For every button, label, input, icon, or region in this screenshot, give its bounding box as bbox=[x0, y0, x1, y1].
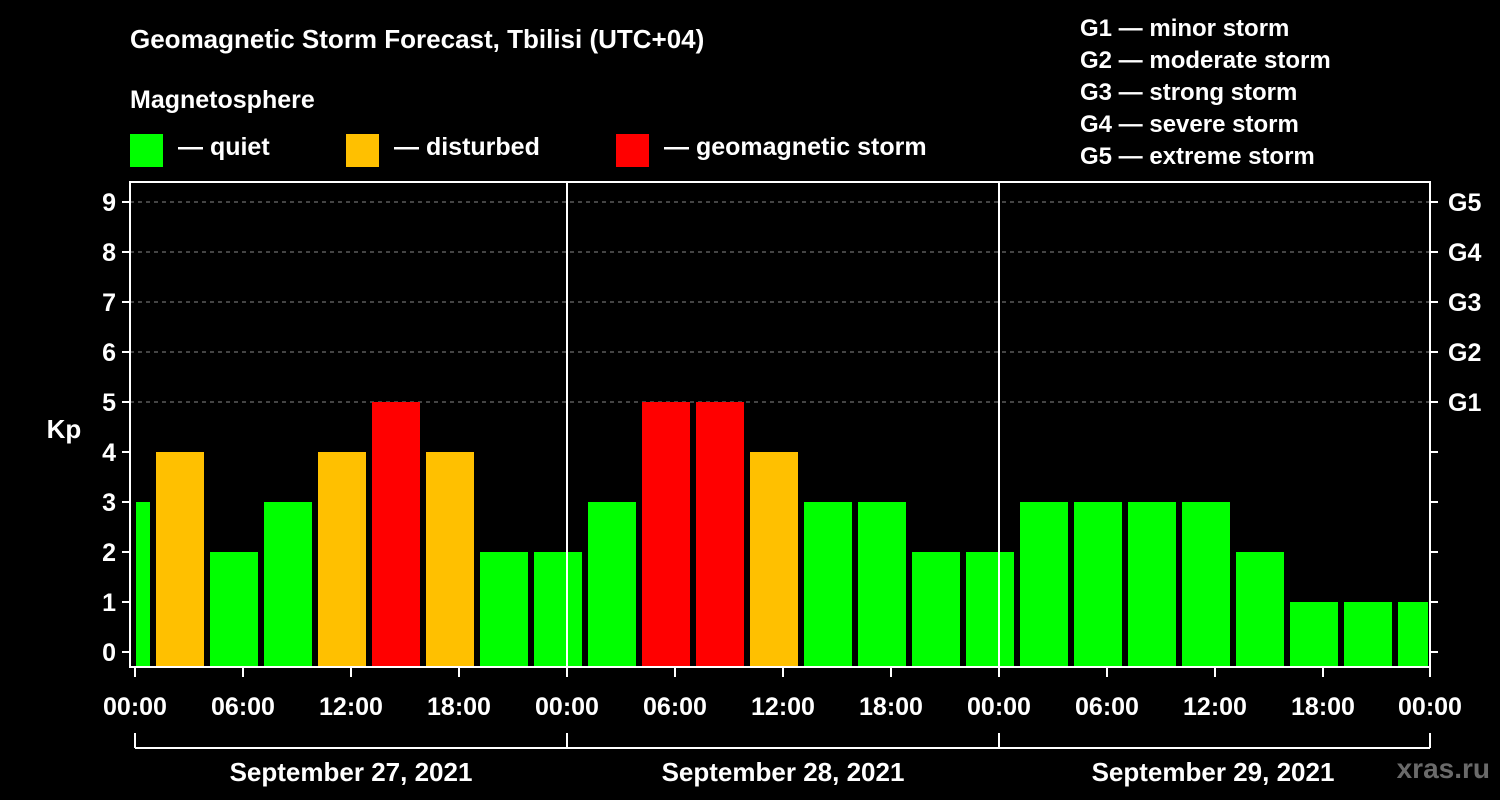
g-axis-label-g1: G1 bbox=[1448, 389, 1481, 417]
bar-2 bbox=[210, 552, 258, 667]
legend-swatch-quiet bbox=[130, 134, 163, 167]
bar-7 bbox=[480, 552, 528, 667]
bar-4 bbox=[318, 452, 366, 667]
g-axis-label-g3: G3 bbox=[1448, 289, 1481, 317]
bar-16 bbox=[966, 552, 1014, 667]
bar-20 bbox=[1182, 502, 1230, 667]
bar-9 bbox=[588, 502, 636, 667]
day-label-3: September 29, 2021 bbox=[1092, 757, 1335, 787]
day-label-1: September 27, 2021 bbox=[230, 757, 473, 787]
y-tick-label-4: 4 bbox=[102, 439, 116, 467]
bar-1 bbox=[156, 452, 204, 667]
y-tick-label-1: 1 bbox=[102, 589, 116, 617]
x-tick-label-3: 18:00 bbox=[427, 693, 491, 721]
x-tick-label-11: 18:00 bbox=[1291, 693, 1355, 721]
g-scale-g5: G5 — extreme storm bbox=[1080, 143, 1315, 170]
g-axis-label-g4: G4 bbox=[1448, 239, 1481, 267]
bar-24 bbox=[1398, 602, 1428, 667]
y-tick-label-6: 6 bbox=[102, 339, 116, 367]
bar-0 bbox=[136, 502, 150, 667]
x-tick-label-1: 06:00 bbox=[211, 693, 275, 721]
bar-21 bbox=[1236, 552, 1284, 667]
x-tick-label-4: 00:00 bbox=[535, 693, 599, 721]
g-scale-g3: G3 — strong storm bbox=[1080, 79, 1298, 106]
plot-frame bbox=[129, 181, 1431, 668]
g-scale-g2: G2 — moderate storm bbox=[1080, 47, 1331, 74]
g-axis-label-g5: G5 bbox=[1448, 189, 1481, 217]
bar-12 bbox=[750, 452, 798, 667]
y-tick-label-2: 2 bbox=[102, 539, 116, 567]
bar-5 bbox=[372, 402, 420, 667]
x-tick-label-7: 18:00 bbox=[859, 693, 923, 721]
bar-11 bbox=[696, 402, 744, 667]
x-tick-label-6: 12:00 bbox=[751, 693, 815, 721]
bar-3 bbox=[264, 502, 312, 667]
y-tick-label-9: 9 bbox=[102, 189, 116, 217]
y-tick-label-5: 5 bbox=[102, 389, 116, 417]
y-tick-label-0: 0 bbox=[102, 639, 116, 667]
bar-19 bbox=[1128, 502, 1176, 667]
x-tick-label-9: 06:00 bbox=[1075, 693, 1139, 721]
bar-18 bbox=[1074, 502, 1122, 667]
legend-label-quiet: — quiet bbox=[178, 133, 270, 161]
bar-14 bbox=[858, 502, 906, 667]
bar-22 bbox=[1290, 602, 1338, 667]
day-label-2: September 28, 2021 bbox=[662, 757, 905, 787]
x-tick-label-2: 12:00 bbox=[319, 693, 383, 721]
x-tick-label-12: 00:00 bbox=[1398, 693, 1462, 721]
bar-23 bbox=[1344, 602, 1392, 667]
g-scale-g4: G4 — severe storm bbox=[1080, 111, 1299, 138]
bar-8 bbox=[534, 552, 582, 667]
y-axis-title: Kp bbox=[47, 414, 82, 444]
bar-15 bbox=[912, 552, 960, 667]
legend-label-storm: — geomagnetic storm bbox=[664, 133, 927, 161]
x-tick-label-5: 06:00 bbox=[643, 693, 707, 721]
bar-6 bbox=[426, 452, 474, 667]
bar-17 bbox=[1020, 502, 1068, 667]
legend-swatch-disturbed bbox=[346, 134, 379, 167]
watermark: xras.ru bbox=[1396, 753, 1490, 784]
g-scale-g1: G1 — minor storm bbox=[1080, 15, 1290, 42]
g-axis-label-g2: G2 bbox=[1448, 339, 1481, 367]
magnetosphere-legend-title: Magnetosphere bbox=[130, 86, 315, 114]
x-tick-label-0: 00:00 bbox=[103, 693, 167, 721]
y-tick-label-8: 8 bbox=[102, 239, 116, 267]
x-tick-label-10: 12:00 bbox=[1183, 693, 1247, 721]
y-tick-label-3: 3 bbox=[102, 489, 116, 517]
bar-13 bbox=[804, 502, 852, 667]
bar-10 bbox=[642, 402, 690, 667]
chart-title: Geomagnetic Storm Forecast, Tbilisi (UTC… bbox=[130, 24, 705, 54]
legend-swatch-storm bbox=[616, 134, 649, 167]
y-tick-label-7: 7 bbox=[102, 289, 116, 317]
legend-label-disturbed: — disturbed bbox=[394, 133, 540, 161]
x-tick-label-8: 00:00 bbox=[967, 693, 1031, 721]
